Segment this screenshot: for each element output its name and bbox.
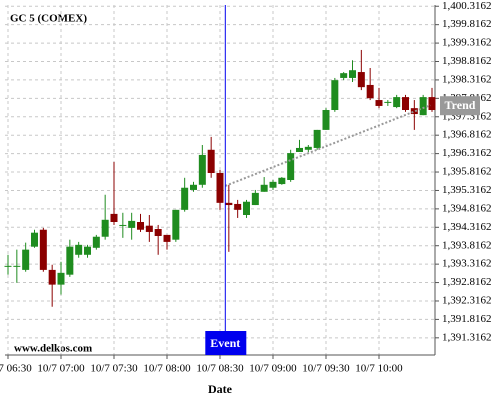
event-label: Event — [210, 336, 240, 350]
candle-body — [181, 187, 189, 210]
y-tick-label: 1,392.8162 — [442, 276, 492, 288]
candle-body — [172, 209, 180, 240]
candle-body — [384, 101, 392, 103]
candle-body — [66, 246, 74, 275]
candle-body — [393, 97, 401, 108]
candle-body — [375, 100, 383, 106]
candle-body — [401, 97, 409, 110]
y-tick-label: 1,395.3162 — [442, 184, 492, 196]
candle-body — [419, 97, 427, 116]
candle-body — [190, 184, 198, 190]
candle-body — [137, 222, 145, 230]
candle-body — [260, 184, 268, 192]
candle-body — [428, 97, 436, 110]
candle-body — [84, 246, 92, 255]
candle-body — [128, 220, 136, 228]
candle-body — [340, 73, 348, 78]
y-tick-label: 1,393.8162 — [442, 239, 492, 251]
candle-body — [101, 219, 109, 237]
x-tick-label: 10/7 07:30 — [90, 363, 138, 375]
y-tick-label: 1,398.8162 — [442, 55, 492, 67]
x-tick-label: 10/7 08:30 — [196, 363, 244, 375]
candle-body — [295, 147, 303, 152]
candle-body — [145, 225, 153, 232]
y-tick-label: 1,394.3162 — [442, 221, 492, 233]
y-tick-label: 1,396.8162 — [442, 129, 492, 141]
candle-body — [31, 232, 39, 247]
candle-body — [207, 149, 215, 173]
candle-body — [278, 177, 286, 185]
candle-body — [92, 236, 100, 248]
candle-body — [75, 244, 83, 255]
trend-label-box — [440, 96, 480, 116]
candle-body — [242, 201, 250, 215]
y-tick-label: 1,395.8162 — [442, 166, 492, 178]
candle-body — [287, 153, 295, 180]
y-tick-label: 1,393.3162 — [442, 258, 492, 270]
x-tick-label: 10/7 10:00 — [355, 363, 403, 375]
x-axis-label: Date — [208, 382, 233, 396]
event-label-box — [205, 331, 247, 355]
candle-body — [269, 181, 277, 188]
candle-body — [154, 229, 162, 236]
watermark: www.delkos.com — [14, 343, 92, 355]
candle-body — [357, 72, 365, 88]
y-tick-label: 1,398.3162 — [442, 73, 492, 85]
y-tick-label: 1,400.3162 — [442, 0, 492, 12]
candle-body — [48, 269, 56, 285]
y-tick-label: 1,391.8162 — [442, 313, 492, 325]
candle-body — [322, 110, 330, 130]
candle-body — [39, 229, 47, 270]
x-tick-label: 10/7 07:00 — [37, 363, 85, 375]
x-tick-label: 10/7 08:00 — [143, 363, 191, 375]
trend-line — [224, 104, 431, 187]
candle-body — [331, 80, 339, 110]
candle-body — [251, 192, 259, 206]
y-tick-label: 1,399.8162 — [442, 18, 492, 30]
candle-body — [163, 234, 171, 242]
candle-body — [119, 224, 127, 226]
candle-body — [216, 173, 224, 203]
candle-body — [348, 70, 356, 78]
trend-label: Trend — [445, 98, 476, 112]
candle-body — [366, 84, 374, 99]
x-tick-label: 10/7 06:30 — [0, 363, 32, 375]
candle-body — [110, 213, 118, 222]
candle-body — [410, 108, 418, 115]
candle-body — [198, 154, 206, 185]
x-tick-label: 10/7 09:30 — [302, 363, 350, 375]
y-tick-label: 1,391.3162 — [442, 331, 492, 343]
y-tick-label: 1,392.3162 — [442, 295, 492, 307]
y-tick-label: 1,396.3162 — [442, 147, 492, 159]
candle-body — [313, 129, 321, 148]
candle-body — [13, 265, 21, 267]
x-tick-label: 10/7 09:00 — [249, 363, 297, 375]
candle-body — [57, 272, 65, 285]
y-tick-label: 1,394.8162 — [442, 202, 492, 214]
candle-body — [234, 203, 242, 210]
candle-body — [22, 249, 30, 270]
candle-body — [225, 202, 233, 206]
chart-title: GC 5 (COMEX) — [10, 13, 87, 25]
y-tick-label: 1,399.3162 — [442, 37, 492, 49]
candle-body — [4, 265, 12, 267]
candle-body — [304, 146, 312, 150]
